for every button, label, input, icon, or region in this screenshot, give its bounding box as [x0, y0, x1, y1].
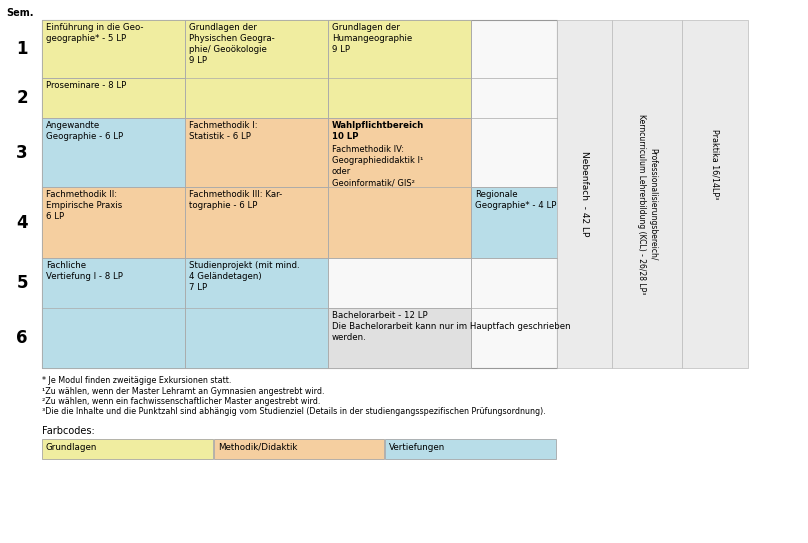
Text: Studienprojekt (mit mind.
4 Geländetagen)
7 LP: Studienprojekt (mit mind. 4 Geländetagen…: [189, 261, 300, 292]
Text: ¹Zu wählen, wenn der Master Lehramt an Gymnasien angestrebt wird.: ¹Zu wählen, wenn der Master Lehramt an G…: [42, 387, 325, 395]
Bar: [185, 20, 328, 118]
Text: Professionalisierungsbereich/
Kerncurriculum Lehrerbildung (KCL) - 26/28 LP³: Professionalisierungsbereich/ Kerncurric…: [638, 114, 657, 294]
Text: 1: 1: [16, 40, 27, 58]
Text: 3: 3: [16, 143, 27, 161]
Bar: [612, 20, 682, 368]
Bar: [328, 20, 471, 118]
Text: Farbcodes:: Farbcodes:: [42, 426, 95, 436]
Text: Nebenfach  - 42 LP: Nebenfach - 42 LP: [580, 151, 589, 237]
Text: Sem.: Sem.: [6, 8, 33, 18]
Bar: [213, 439, 385, 459]
Text: 6: 6: [16, 329, 27, 347]
Text: ³Die die Inhalte und die Punktzahl sind abhängig vom Studienziel (Details in der: ³Die die Inhalte und die Punktzahl sind …: [42, 407, 545, 416]
Bar: [328, 308, 471, 368]
Text: 4: 4: [16, 213, 27, 231]
Text: 2: 2: [16, 89, 27, 107]
Bar: [328, 118, 471, 258]
Bar: [185, 187, 328, 258]
Text: Vertiefungen: Vertiefungen: [389, 443, 445, 452]
Text: Angewandte
Geographie - 6 LP: Angewandte Geographie - 6 LP: [46, 121, 123, 141]
Text: Regionale
Geographie* - 4 LP: Regionale Geographie* - 4 LP: [475, 190, 557, 210]
Bar: [42, 20, 185, 78]
Text: Proseminare - 8 LP: Proseminare - 8 LP: [46, 81, 126, 90]
Text: Bachelorarbeit - 12 LP
Die Bachelorarbeit kann nur im Hauptfach geschrieben
werd: Bachelorarbeit - 12 LP Die Bachelorarbei…: [332, 311, 570, 342]
Bar: [42, 258, 185, 368]
Text: Wahlpflichtbereich
10 LP: Wahlpflichtbereich 10 LP: [332, 121, 424, 141]
Bar: [682, 20, 748, 368]
Text: Fachmethodik III: Kar-
tographie - 6 LP: Fachmethodik III: Kar- tographie - 6 LP: [189, 190, 282, 210]
Text: Praktika 16/14LP³: Praktika 16/14LP³: [710, 129, 719, 199]
Bar: [185, 118, 328, 187]
Bar: [42, 20, 557, 368]
Text: Einführung in die Geo-
geographie* - 5 LP: Einführung in die Geo- geographie* - 5 L…: [46, 23, 144, 43]
Text: * Je Modul finden zweitägige Exkursionen statt.: * Je Modul finden zweitägige Exkursionen…: [42, 376, 231, 385]
Text: 5: 5: [16, 274, 27, 292]
Bar: [471, 187, 557, 258]
Bar: [385, 439, 556, 459]
Bar: [42, 187, 185, 258]
Text: ²Zu wählen, wenn ein fachwissenschaftlicher Master angestrebt wird.: ²Zu wählen, wenn ein fachwissenschaftlic…: [42, 397, 321, 406]
Text: Grundlagen der
Humangeographie
9 LP: Grundlagen der Humangeographie 9 LP: [332, 23, 412, 54]
Bar: [557, 20, 612, 368]
Text: Methodik/Didaktik: Methodik/Didaktik: [217, 443, 297, 452]
Text: Fachmethodik IV:
Geographiedidaktik I¹
oder
Geoinformatik/ GIS²: Fachmethodik IV: Geographiedidaktik I¹ o…: [332, 145, 423, 187]
Bar: [42, 78, 185, 118]
Bar: [185, 258, 328, 368]
Bar: [42, 439, 213, 459]
Text: Grundlagen der
Physischen Geogra-
phie/ Geoökologie
9 LP: Grundlagen der Physischen Geogra- phie/ …: [189, 23, 275, 65]
Text: Fachmethodik I:
Statistik - 6 LP: Fachmethodik I: Statistik - 6 LP: [189, 121, 258, 141]
Text: Grundlagen: Grundlagen: [46, 443, 98, 452]
Text: Fachmethodik II:
Empirische Praxis
6 LP: Fachmethodik II: Empirische Praxis 6 LP: [46, 190, 122, 221]
Bar: [42, 118, 185, 187]
Text: Fachliche
Vertiefung I - 8 LP: Fachliche Vertiefung I - 8 LP: [46, 261, 123, 281]
